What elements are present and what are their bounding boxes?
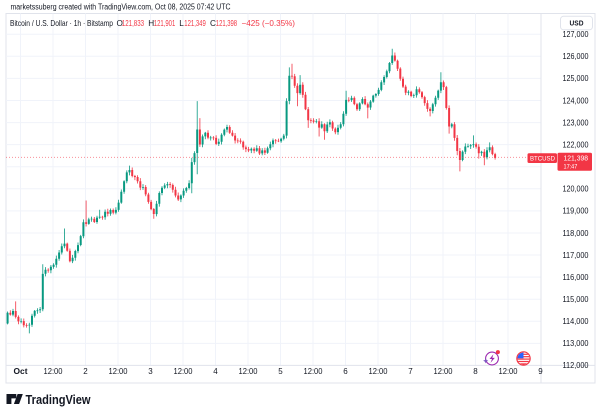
svg-text:121,398: 121,398 (564, 154, 589, 163)
svg-text:17:47: 17:47 (564, 164, 578, 171)
svg-text:12:00: 12:00 (304, 367, 324, 376)
svg-text:4: 4 (213, 367, 218, 376)
svg-text:marketssuberg created with Tra: marketssuberg created with TradingView.c… (11, 3, 231, 12)
svg-text:O: O (117, 19, 123, 28)
svg-text:−425 (−0.35%): −425 (−0.35%) (242, 19, 296, 28)
svg-text:Oct: Oct (14, 367, 28, 376)
svg-text:122,000: 122,000 (563, 140, 589, 149)
svg-text:L: L (179, 19, 184, 28)
svg-text:12:00: 12:00 (434, 367, 454, 376)
svg-text:112,000: 112,000 (563, 361, 590, 370)
svg-text:TradingView: TradingView (26, 392, 92, 407)
svg-text:119,000: 119,000 (563, 207, 590, 216)
svg-text:12:00: 12:00 (174, 367, 194, 376)
svg-text:12:00: 12:00 (44, 367, 64, 376)
svg-text:Bitcoin / U.S. Dollar · 1h · B: Bitcoin / U.S. Dollar · 1h · Bitstamp (10, 19, 113, 28)
svg-text:C: C (210, 19, 216, 28)
svg-text:8: 8 (473, 367, 478, 376)
svg-text:12:00: 12:00 (499, 367, 519, 376)
svg-text:120,000: 120,000 (563, 185, 589, 194)
svg-text:3: 3 (148, 367, 153, 376)
svg-text:121,349: 121,349 (184, 19, 206, 28)
svg-text:12:00: 12:00 (369, 367, 389, 376)
svg-text:9: 9 (538, 367, 543, 376)
svg-text:12:00: 12:00 (239, 367, 259, 376)
svg-text:126,000: 126,000 (563, 52, 589, 61)
svg-text:12:00: 12:00 (109, 367, 129, 376)
svg-text:121,833: 121,833 (122, 19, 145, 28)
svg-text:115,000: 115,000 (563, 295, 590, 304)
svg-text:118,000: 118,000 (563, 229, 590, 238)
svg-text:114,000: 114,000 (563, 317, 590, 326)
svg-text:7: 7 (408, 367, 413, 376)
svg-text:117,000: 117,000 (563, 251, 590, 260)
svg-text:121,398: 121,398 (216, 19, 238, 28)
svg-text:113,000: 113,000 (563, 339, 590, 348)
svg-text:BTCUSD: BTCUSD (530, 155, 555, 162)
svg-text:127,000: 127,000 (563, 30, 589, 39)
svg-text:123,000: 123,000 (563, 118, 589, 127)
svg-text:6: 6 (343, 367, 348, 376)
svg-text:USD: USD (570, 21, 584, 28)
svg-text:H: H (148, 19, 154, 28)
svg-text:124,000: 124,000 (563, 96, 589, 105)
svg-text:125,000: 125,000 (563, 74, 589, 83)
svg-text:5: 5 (278, 367, 283, 376)
svg-text:121,901: 121,901 (154, 19, 176, 28)
svg-text:116,000: 116,000 (563, 273, 590, 282)
svg-text:2: 2 (83, 367, 88, 376)
